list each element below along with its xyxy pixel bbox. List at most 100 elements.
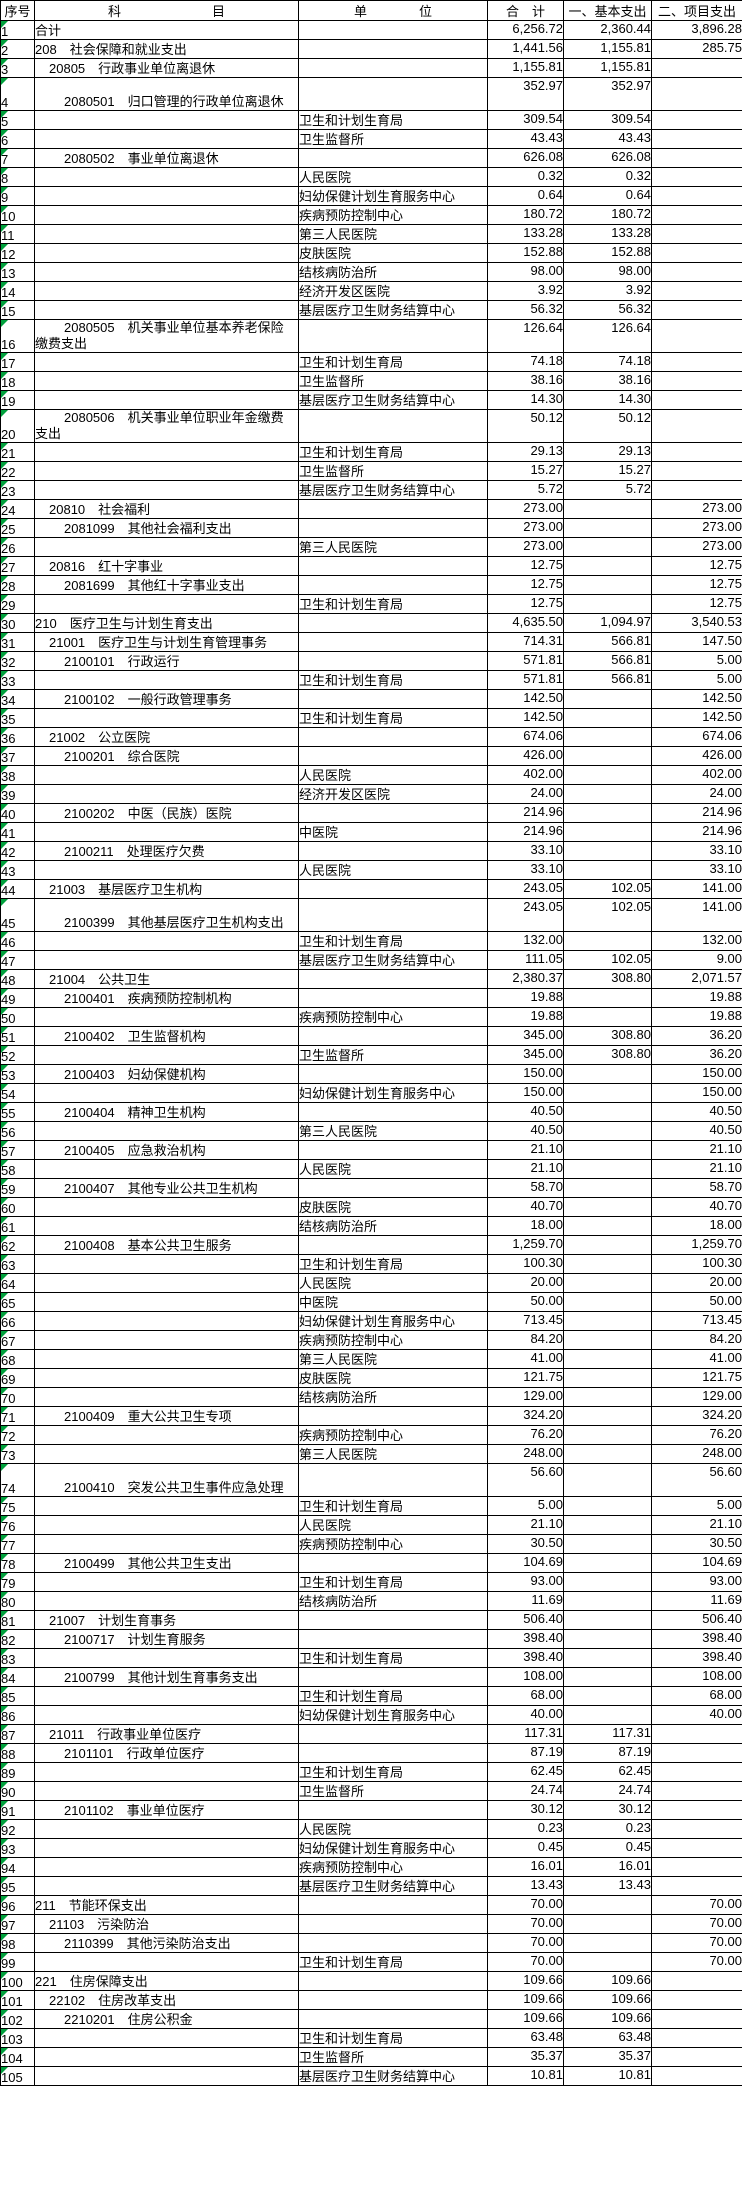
total-cell[interactable]: 41.00 (487, 1349, 564, 1369)
row-number-cell[interactable]: 85 (0, 1686, 35, 1706)
project-expenditure-cell[interactable]: 21.10 (651, 1159, 742, 1179)
project-expenditure-cell[interactable] (651, 442, 742, 462)
header-basic-expenditure[interactable]: 一、基本支出 (563, 0, 652, 21)
project-expenditure-cell[interactable]: 12.75 (651, 556, 742, 576)
project-expenditure-cell[interactable] (651, 1762, 742, 1782)
total-cell[interactable]: 345.00 (487, 1026, 564, 1046)
basic-expenditure-cell[interactable] (563, 860, 652, 880)
basic-expenditure-cell[interactable]: 5.72 (563, 480, 652, 500)
row-number-cell[interactable]: 104 (0, 2047, 35, 2067)
project-expenditure-cell[interactable]: 40.70 (651, 1197, 742, 1217)
project-expenditure-cell[interactable]: 273.00 (651, 518, 742, 538)
subject-cell[interactable] (34, 390, 299, 410)
project-expenditure-cell[interactable] (651, 1971, 742, 1991)
project-expenditure-cell[interactable] (651, 1838, 742, 1858)
basic-expenditure-cell[interactable] (563, 1292, 652, 1312)
basic-expenditure-cell[interactable]: 15.27 (563, 461, 652, 481)
unit-cell[interactable] (298, 39, 488, 59)
total-cell[interactable]: 0.64 (487, 186, 564, 206)
basic-expenditure-cell[interactable] (563, 1121, 652, 1141)
basic-expenditure-cell[interactable]: 35.37 (563, 2047, 652, 2067)
unit-cell[interactable]: 基层医疗卫生财务结算中心 (298, 390, 488, 410)
subject-cell[interactable] (34, 1159, 299, 1179)
row-number-cell[interactable]: 46 (0, 931, 35, 951)
subject-cell[interactable]: 2100403 妇幼保健机构 (34, 1064, 299, 1084)
subject-cell[interactable]: 2100102 一般行政管理事务 (34, 689, 299, 709)
row-number-cell[interactable]: 5 (0, 110, 35, 130)
total-cell[interactable]: 56.60 (487, 1463, 564, 1497)
header-unit[interactable]: 单 位 (298, 0, 488, 21)
total-cell[interactable]: 345.00 (487, 1045, 564, 1065)
total-cell[interactable]: 571.81 (487, 651, 564, 671)
subject-cell[interactable]: 2100201 综合医院 (34, 746, 299, 766)
total-cell[interactable]: 4,635.50 (487, 613, 564, 633)
basic-expenditure-cell[interactable]: 626.08 (563, 148, 652, 168)
subject-cell[interactable] (34, 1648, 299, 1668)
unit-cell[interactable] (298, 1971, 488, 1991)
basic-expenditure-cell[interactable] (563, 1235, 652, 1255)
basic-expenditure-cell[interactable]: 56.32 (563, 300, 652, 320)
row-number-cell[interactable]: 34 (0, 689, 35, 709)
total-cell[interactable]: 40.00 (487, 1705, 564, 1725)
subject-cell[interactable] (34, 1952, 299, 1972)
project-expenditure-cell[interactable]: 40.50 (651, 1102, 742, 1122)
basic-expenditure-cell[interactable] (563, 1496, 652, 1516)
basic-expenditure-cell[interactable] (563, 1534, 652, 1554)
subject-cell[interactable] (34, 1311, 299, 1331)
project-expenditure-cell[interactable] (651, 167, 742, 187)
total-cell[interactable]: 142.50 (487, 708, 564, 728)
total-cell[interactable]: 40.70 (487, 1197, 564, 1217)
row-number-cell[interactable]: 75 (0, 1496, 35, 1516)
unit-cell[interactable]: 卫生和计划生育局 (298, 594, 488, 614)
total-cell[interactable]: 714.31 (487, 632, 564, 652)
project-expenditure-cell[interactable]: 93.00 (651, 1572, 742, 1592)
subject-cell[interactable]: 21001 医疗卫生与计划生育管理事务 (34, 632, 299, 652)
total-cell[interactable]: 1,259.70 (487, 1235, 564, 1255)
row-number-cell[interactable]: 41 (0, 822, 35, 842)
total-cell[interactable]: 1,441.56 (487, 39, 564, 59)
total-cell[interactable]: 352.97 (487, 77, 564, 111)
unit-cell[interactable] (298, 746, 488, 766)
unit-cell[interactable]: 第三人民医院 (298, 1121, 488, 1141)
subject-cell[interactable] (34, 371, 299, 391)
unit-cell[interactable]: 妇幼保健计划生育服务中心 (298, 1705, 488, 1725)
row-number-cell[interactable]: 37 (0, 746, 35, 766)
unit-cell[interactable]: 卫生监督所 (298, 1781, 488, 1801)
project-expenditure-cell[interactable]: 56.60 (651, 1463, 742, 1497)
unit-cell[interactable]: 第三人民医院 (298, 1444, 488, 1464)
subject-cell[interactable]: 2080506 机关事业单位职业年金缴费 支出 (34, 409, 299, 443)
basic-expenditure-cell[interactable] (563, 1330, 652, 1350)
subject-cell[interactable]: 2100499 其他公共卫生支出 (34, 1553, 299, 1573)
project-expenditure-cell[interactable]: 104.69 (651, 1553, 742, 1573)
unit-cell[interactable]: 第三人民医院 (298, 537, 488, 557)
total-cell[interactable]: 43.43 (487, 129, 564, 149)
basic-expenditure-cell[interactable]: 16.01 (563, 1857, 652, 1877)
basic-expenditure-cell[interactable] (563, 1463, 652, 1497)
subject-cell[interactable]: 211 节能环保支出 (34, 1895, 299, 1915)
subject-cell[interactable]: 21004 公共卫生 (34, 969, 299, 989)
project-expenditure-cell[interactable]: 5.00 (651, 1496, 742, 1516)
subject-cell[interactable]: 2100799 其他计划生育事务支出 (34, 1667, 299, 1687)
basic-expenditure-cell[interactable]: 14.30 (563, 390, 652, 410)
row-number-cell[interactable]: 52 (0, 1045, 35, 1065)
project-expenditure-cell[interactable] (651, 186, 742, 206)
basic-expenditure-cell[interactable] (563, 1933, 652, 1953)
row-number-cell[interactable]: 45 (0, 898, 35, 932)
total-cell[interactable]: 5.00 (487, 1496, 564, 1516)
unit-cell[interactable]: 卫生监督所 (298, 371, 488, 391)
unit-cell[interactable]: 妇幼保健计划生育服务中心 (298, 186, 488, 206)
unit-cell[interactable]: 皮肤医院 (298, 1368, 488, 1388)
subject-cell[interactable]: 20805 行政事业单位离退休 (34, 58, 299, 78)
row-number-cell[interactable]: 56 (0, 1121, 35, 1141)
subject-cell[interactable] (34, 2028, 299, 2048)
subject-cell[interactable]: 2081699 其他红十字事业支出 (34, 575, 299, 595)
row-number-cell[interactable]: 6 (0, 129, 35, 149)
basic-expenditure-cell[interactable]: 152.88 (563, 243, 652, 263)
total-cell[interactable]: 398.40 (487, 1648, 564, 1668)
basic-expenditure-cell[interactable]: 2,360.44 (563, 20, 652, 40)
row-number-cell[interactable]: 35 (0, 708, 35, 728)
basic-expenditure-cell[interactable]: 10.81 (563, 2066, 652, 2086)
basic-expenditure-cell[interactable]: 0.23 (563, 1819, 652, 1839)
basic-expenditure-cell[interactable] (563, 1610, 652, 1630)
unit-cell[interactable]: 中医院 (298, 1292, 488, 1312)
